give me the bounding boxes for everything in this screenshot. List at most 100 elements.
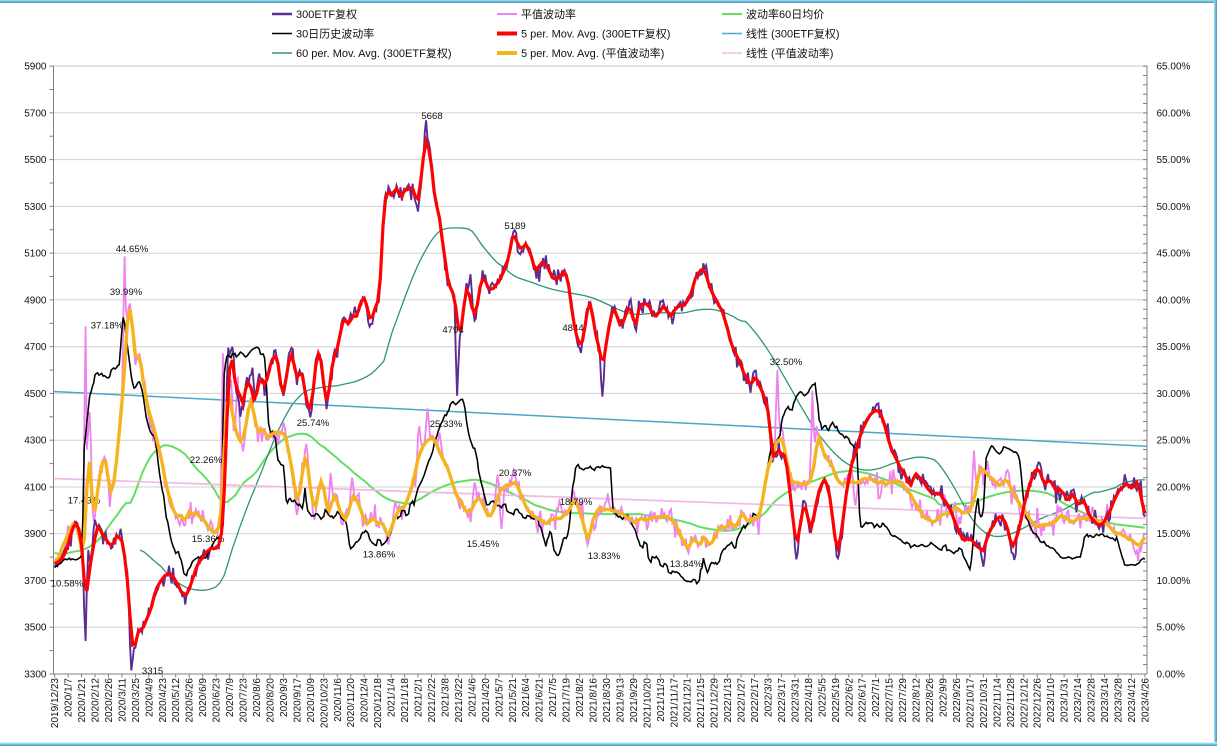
svg-text:20.00%: 20.00%: [1157, 482, 1191, 493]
svg-text:5700: 5700: [24, 108, 47, 119]
svg-text:线性 (平值波动率): 线性 (平值波动率): [746, 46, 833, 60]
svg-text:35.00%: 35.00%: [1157, 342, 1191, 353]
svg-text:2022/9/26: 2022/9/26: [952, 678, 963, 723]
svg-text:4844: 4844: [562, 323, 584, 334]
svg-text:2021/7/19: 2021/7/19: [562, 678, 573, 723]
svg-text:2022/5/5: 2022/5/5: [817, 678, 828, 717]
svg-text:2022/6/17: 2022/6/17: [858, 678, 869, 723]
svg-text:2020/5/26: 2020/5/26: [185, 678, 196, 723]
svg-text:4794: 4794: [442, 325, 464, 336]
svg-text:5100: 5100: [24, 249, 47, 260]
svg-text:2023/2/14: 2023/2/14: [1073, 678, 1084, 723]
svg-text:2022/5/19: 2022/5/19: [831, 678, 842, 723]
svg-text:2021/4/20: 2021/4/20: [481, 678, 492, 723]
svg-text:2020/9/3: 2020/9/3: [279, 678, 290, 717]
svg-text:2021/1/4: 2021/1/4: [387, 678, 398, 717]
svg-text:2022/9/9: 2022/9/9: [939, 678, 950, 717]
svg-text:30日历史波动率: 30日历史波动率: [296, 26, 374, 40]
svg-text:2020/9/17: 2020/9/17: [292, 678, 303, 723]
svg-text:13.86%: 13.86%: [363, 550, 396, 561]
svg-text:4100: 4100: [24, 482, 47, 493]
svg-text:3315: 3315: [142, 666, 163, 677]
svg-text:4300: 4300: [24, 436, 47, 447]
svg-text:2023/3/14: 2023/3/14: [1100, 678, 1111, 723]
svg-text:2022/4/18: 2022/4/18: [804, 678, 815, 723]
svg-text:3700: 3700: [24, 576, 47, 587]
svg-text:2021/7/5: 2021/7/5: [548, 678, 559, 717]
svg-text:2021/10/20: 2021/10/20: [642, 678, 653, 728]
svg-text:44.65%: 44.65%: [116, 244, 149, 255]
svg-text:2020/6/23: 2020/6/23: [212, 678, 223, 723]
svg-text:5 per. Mov. Avg. (平值波动率): 5 per. Mov. Avg. (平值波动率): [521, 46, 664, 60]
svg-text:2020/10/23: 2020/10/23: [319, 678, 330, 728]
svg-text:2020/2/12: 2020/2/12: [91, 678, 102, 723]
svg-text:2020/12/18: 2020/12/18: [373, 678, 384, 728]
svg-text:5500: 5500: [24, 155, 47, 166]
svg-text:2021/3/22: 2021/3/22: [454, 678, 465, 723]
svg-text:2021/12/29: 2021/12/29: [710, 678, 721, 728]
svg-text:2022/2/17: 2022/2/17: [750, 678, 761, 723]
svg-text:39.99%: 39.99%: [110, 287, 143, 298]
svg-text:2022/7/1: 2022/7/1: [871, 678, 882, 717]
svg-text:2021/12/1: 2021/12/1: [683, 678, 694, 723]
svg-text:10.58%: 10.58%: [51, 579, 84, 590]
svg-text:2021/8/2: 2021/8/2: [575, 678, 586, 717]
svg-text:22.26%: 22.26%: [190, 455, 223, 466]
svg-text:2021/8/16: 2021/8/16: [589, 678, 600, 723]
svg-text:20.37%: 20.37%: [499, 468, 532, 479]
svg-text:5 per. Mov. Avg. (300ETF复权): 5 per. Mov. Avg. (300ETF复权): [521, 26, 670, 40]
svg-text:2022/12/12: 2022/12/12: [1019, 678, 1030, 728]
svg-text:2020/7/23: 2020/7/23: [239, 678, 250, 723]
svg-text:2022/3/17: 2022/3/17: [777, 678, 788, 723]
svg-text:25.33%: 25.33%: [430, 419, 463, 430]
svg-text:2022/7/15: 2022/7/15: [885, 678, 896, 723]
svg-text:2022/3/31: 2022/3/31: [790, 678, 801, 723]
svg-text:2021/6/4: 2021/6/4: [521, 678, 532, 717]
svg-text:平值波动率: 平值波动率: [521, 7, 576, 21]
svg-text:2023/1/10: 2023/1/10: [1046, 678, 1057, 723]
svg-text:30.00%: 30.00%: [1157, 389, 1191, 400]
svg-text:2022/11/14: 2022/11/14: [992, 678, 1003, 728]
svg-text:5900: 5900: [24, 62, 47, 73]
svg-text:2021/5/21: 2021/5/21: [508, 678, 519, 723]
svg-text:2022/8/12: 2022/8/12: [912, 678, 923, 723]
svg-text:2021/9/29: 2021/9/29: [629, 678, 640, 723]
svg-text:18.79%: 18.79%: [560, 497, 593, 508]
svg-text:4900: 4900: [24, 295, 47, 306]
svg-text:5.00%: 5.00%: [1157, 623, 1185, 634]
svg-text:2020/5/12: 2020/5/12: [171, 678, 182, 723]
svg-text:2020/8/6: 2020/8/6: [252, 678, 263, 717]
svg-text:2019/12/23: 2019/12/23: [50, 678, 61, 728]
svg-text:32.50%: 32.50%: [770, 357, 803, 368]
svg-text:2022/12/26: 2022/12/26: [1033, 678, 1044, 728]
svg-text:2023/2/28: 2023/2/28: [1087, 678, 1098, 723]
svg-text:2021/5/7: 2021/5/7: [494, 678, 505, 717]
svg-text:3300: 3300: [24, 669, 47, 680]
svg-text:2022/6/2: 2022/6/2: [844, 678, 855, 717]
svg-text:2023/1/31: 2023/1/31: [1060, 678, 1071, 723]
svg-text:2020/7/9: 2020/7/9: [225, 678, 236, 717]
svg-text:2022/1/13: 2022/1/13: [723, 678, 734, 723]
svg-text:65.00%: 65.00%: [1157, 62, 1191, 73]
svg-text:2023/4/12: 2023/4/12: [1127, 678, 1138, 723]
svg-text:2023/4/26: 2023/4/26: [1140, 678, 1151, 723]
svg-text:2021/8/30: 2021/8/30: [602, 678, 613, 723]
svg-text:2020/4/23: 2020/4/23: [158, 678, 169, 723]
svg-text:2020/8/20: 2020/8/20: [266, 678, 277, 723]
svg-text:300ETF复权: 300ETF复权: [296, 7, 357, 21]
svg-text:4500: 4500: [24, 389, 47, 400]
svg-text:10.00%: 10.00%: [1157, 576, 1191, 587]
svg-text:2022/11/28: 2022/11/28: [1006, 678, 1017, 728]
svg-text:2021/11/3: 2021/11/3: [656, 678, 667, 722]
svg-text:4700: 4700: [24, 342, 47, 353]
svg-text:2020/3/25: 2020/3/25: [131, 678, 142, 723]
svg-text:5189: 5189: [504, 221, 525, 232]
svg-text:2020/10/9: 2020/10/9: [306, 678, 317, 723]
svg-text:2020/11/6: 2020/11/6: [333, 678, 344, 722]
svg-text:13.84%: 13.84%: [670, 559, 703, 570]
svg-text:5668: 5668: [421, 111, 442, 122]
svg-text:13.83%: 13.83%: [588, 551, 621, 562]
svg-text:15.00%: 15.00%: [1157, 529, 1191, 540]
svg-text:线性 (300ETF复权): 线性 (300ETF复权): [746, 26, 840, 40]
svg-text:2023/3/28: 2023/3/28: [1114, 678, 1125, 723]
